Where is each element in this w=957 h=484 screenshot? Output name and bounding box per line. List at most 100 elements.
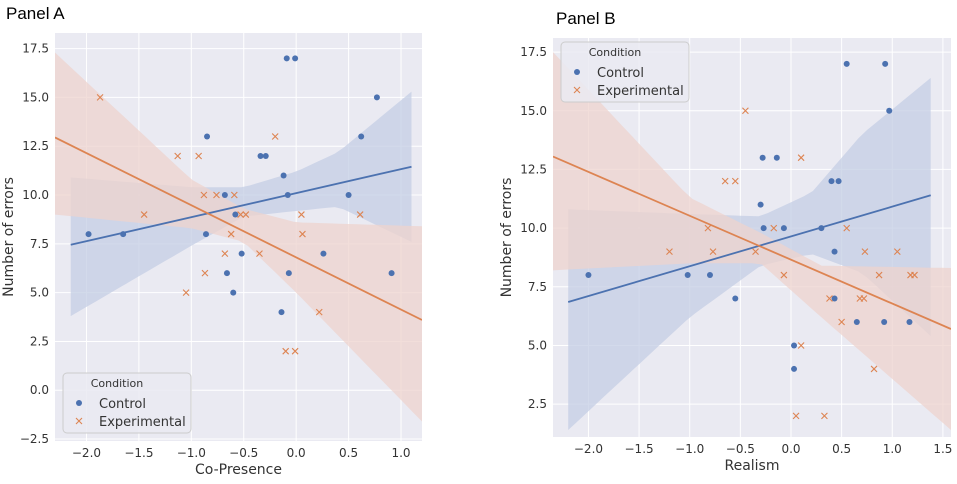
experimental-point (200, 191, 208, 199)
y-tick-label: 10.0 (22, 188, 49, 202)
experimental-point (731, 177, 739, 185)
x-tick-label: −1.0 (675, 442, 704, 456)
control-point (120, 231, 127, 238)
y-tick-label: 5.0 (30, 286, 49, 300)
experimental-point (299, 230, 306, 238)
control-point (818, 225, 825, 232)
control-point (706, 272, 713, 279)
experimental-point (356, 211, 364, 218)
experimental-point (282, 347, 290, 355)
experimental-point (256, 250, 263, 257)
y-tick-label: 7.5 (30, 237, 49, 251)
control-point (791, 342, 798, 349)
control-point (292, 55, 299, 62)
experimental-point (797, 154, 805, 162)
experimental-point (911, 271, 918, 279)
control-point (831, 295, 838, 302)
experimental-point (291, 347, 299, 355)
control-point (202, 231, 209, 238)
control-point (285, 270, 292, 277)
experimental-point (797, 342, 805, 349)
x-tick-label: −1.5 (124, 446, 153, 460)
experimental-point (230, 191, 238, 199)
y-tick-label: 17.5 (520, 45, 547, 59)
experimental-point (237, 211, 244, 218)
experimental-point (221, 250, 229, 257)
experimental-point (195, 152, 203, 160)
control-point (760, 225, 767, 232)
experimental-point (721, 177, 729, 185)
control-point (257, 152, 264, 159)
control-point (684, 272, 691, 279)
control-point (791, 365, 798, 372)
experimental-point (704, 224, 712, 232)
legend-experimental-marker (75, 417, 83, 425)
experimental-point (770, 224, 778, 232)
y-tick-label: −2.5 (20, 432, 49, 446)
x-tick-label: −2.0 (574, 442, 603, 456)
y-tick-label: 7.5 (528, 280, 547, 294)
x-tick-label: −0.5 (229, 446, 258, 460)
control-point (828, 178, 835, 185)
x-tick-label: 1.5 (933, 442, 952, 456)
legend-control-label: Control (99, 397, 146, 412)
y-tick-label: 5.0 (528, 338, 547, 352)
y-axis-label: Number of errors (1, 177, 17, 297)
experimental-point (182, 289, 190, 297)
plot-panel-0: −2.0 −1.5 −1.0 −0.5 0.0 0.5 1.0 −2.5 0.0 2.5 5.0 7.… (1, 33, 422, 478)
legend: Condition Control Experimental (560, 41, 690, 103)
control-point (238, 250, 245, 257)
experimental-point (826, 295, 833, 302)
legend-experimental-label: Experimental (99, 415, 186, 430)
experimental-point (666, 248, 673, 255)
x-tick-label: −1.5 (625, 442, 654, 456)
control-point (345, 192, 352, 199)
y-tick-label: 12.5 (520, 162, 547, 176)
x-tick-label: 1.0 (883, 442, 902, 456)
control-point (278, 309, 285, 316)
control-point (221, 192, 228, 199)
control-point (284, 192, 291, 199)
experimental-point (201, 269, 209, 277)
experimental-point (227, 230, 235, 238)
control-regression-line (70, 165, 412, 246)
y-tick-label: 0.0 (30, 383, 49, 397)
experimental-point (140, 211, 148, 218)
x-tick-label: −1.0 (177, 446, 206, 460)
x-tick-label: −2.0 (72, 446, 101, 460)
panel-a-label: Panel A (6, 4, 65, 23)
x-tick-label: 0.5 (832, 442, 851, 456)
experimental-regression-line (553, 155, 951, 330)
plot-panel-1: −2.0 −1.5 −1.0 −0.5 0.0 0.5 1.0 1.5 2.5 5.0 7.5 10.… (499, 38, 952, 474)
control-point (732, 295, 739, 302)
y-tick-label: 12.5 (22, 139, 49, 153)
x-tick-label: 1.0 (391, 446, 410, 460)
experimental-point (709, 248, 717, 255)
control-point (831, 248, 838, 255)
legend-control-label: Control (597, 66, 644, 81)
control-point (204, 133, 211, 140)
experimental-point (838, 318, 846, 326)
control-point (843, 60, 850, 67)
y-tick-label: 2.5 (528, 397, 547, 411)
control-point (757, 201, 764, 208)
y-tick-label: 10.0 (520, 221, 547, 235)
control-point (262, 152, 269, 159)
experimental-point (875, 271, 883, 279)
legend-experimental-label: Experimental (597, 84, 684, 99)
control-point (280, 172, 287, 179)
experimental-point (821, 412, 828, 420)
control-point (882, 60, 889, 67)
x-axis-label: Co-Presence (195, 462, 282, 478)
experimental-confidence-band (55, 52, 422, 422)
experimental-confidence-band (553, 52, 951, 430)
experimental-point (792, 412, 800, 420)
control-point (283, 55, 290, 62)
control-point (223, 270, 230, 277)
experimental-point (843, 224, 851, 232)
control-confidence-band (70, 91, 412, 317)
control-point (881, 318, 888, 325)
control-point (835, 178, 842, 185)
y-tick-label: 17.5 (22, 42, 49, 56)
experimental-point (861, 248, 869, 255)
